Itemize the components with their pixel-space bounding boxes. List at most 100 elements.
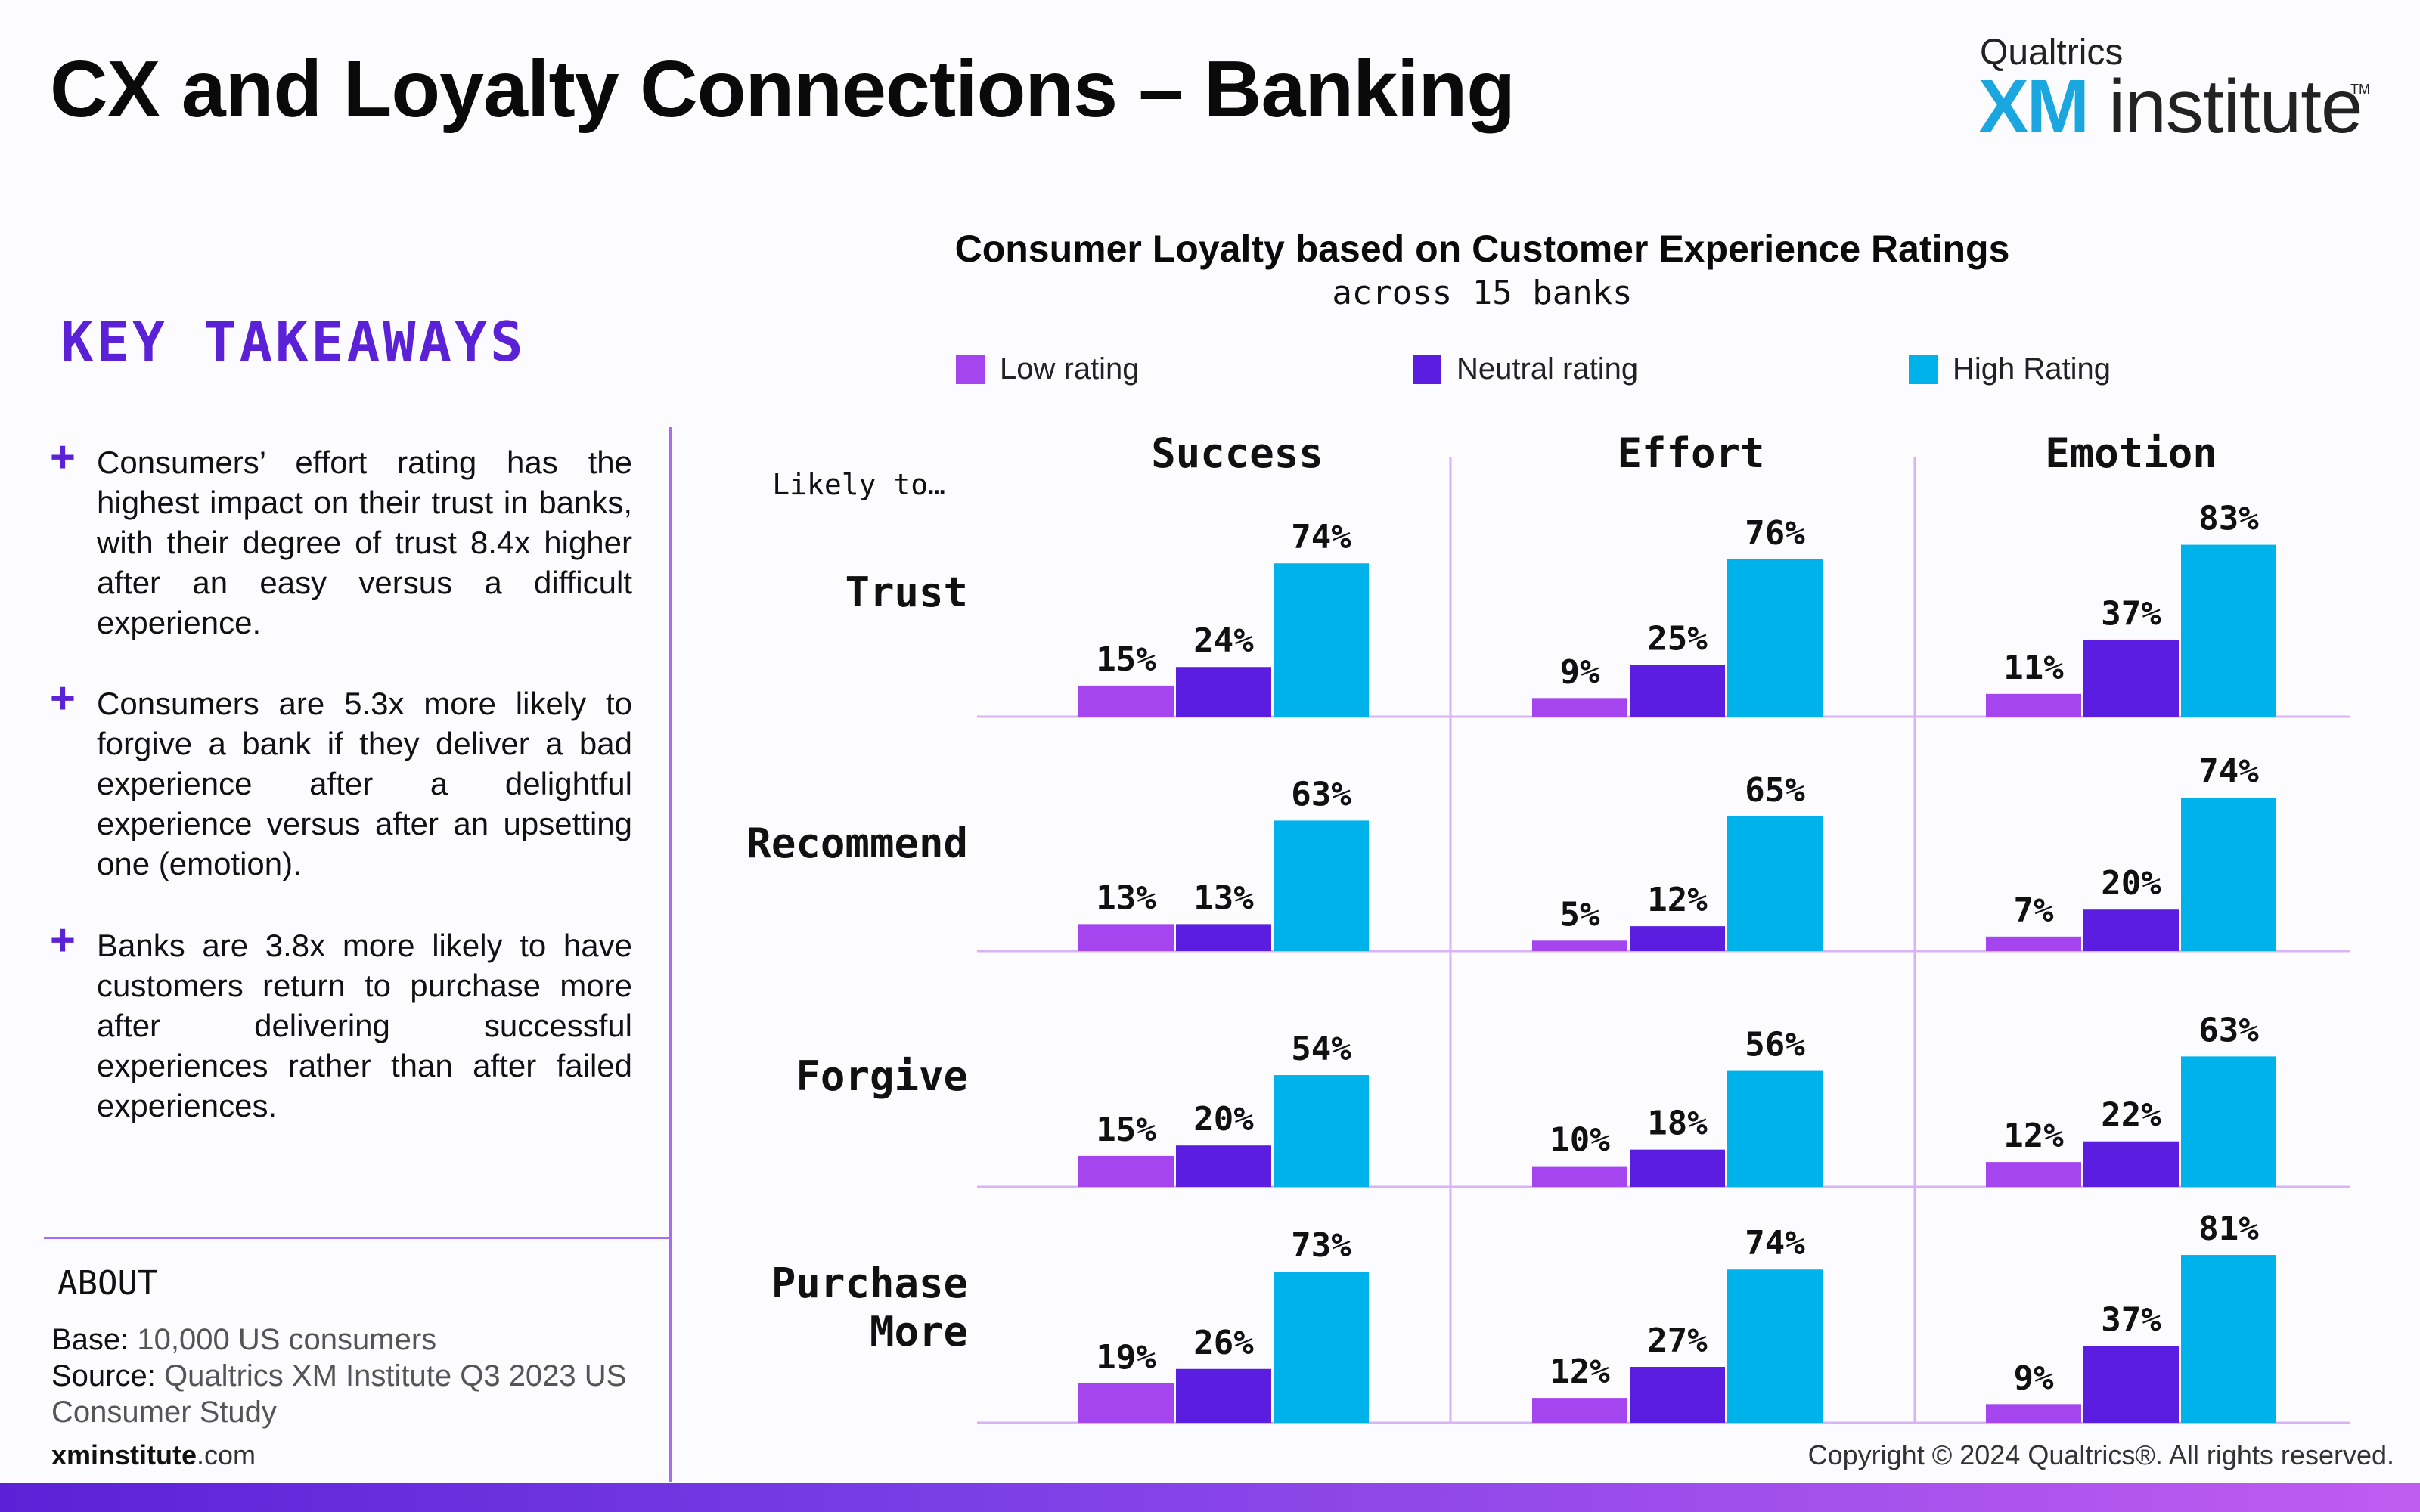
data-label-forgive-emotion-neutral-rating: 22% bbox=[2101, 1096, 2161, 1135]
bar-forgive-effort-low-rating bbox=[1532, 1166, 1627, 1187]
bar-purchase-more-effort-low-rating bbox=[1532, 1398, 1627, 1423]
data-label-forgive-effort-low-rating: 10% bbox=[1550, 1121, 1610, 1160]
about-heading: ABOUT bbox=[57, 1264, 158, 1303]
data-label-trust-success-neutral-rating: 24% bbox=[1193, 621, 1254, 660]
page-title: CX and Loyalty Connections – Banking bbox=[50, 45, 1516, 134]
logo-institute: institute bbox=[2108, 64, 2363, 149]
row-label-forgive: Forgive bbox=[796, 1052, 968, 1100]
site-link[interactable]: xminstitute.com bbox=[51, 1439, 256, 1471]
data-label-recommend-emotion-low-rating: 7% bbox=[2014, 891, 2054, 930]
data-label-forgive-success-high-rating: 54% bbox=[1291, 1030, 1351, 1068]
data-label-recommend-effort-neutral-rating: 12% bbox=[1647, 881, 1708, 919]
bar-purchase-more-effort-neutral-rating bbox=[1630, 1367, 1725, 1423]
bar-purchase-more-emotion-high-rating bbox=[2181, 1255, 2276, 1423]
bar-purchase-more-emotion-neutral-rating bbox=[2083, 1346, 2179, 1423]
takeaway-item: + Consumers’ effort rating has the highe… bbox=[50, 432, 632, 643]
data-label-trust-success-high-rating: 74% bbox=[1291, 518, 1351, 556]
data-label-purchase-more-effort-low-rating: 12% bbox=[1550, 1352, 1610, 1391]
data-label-trust-emotion-high-rating: 83% bbox=[2198, 500, 2259, 538]
logo-xm: XM bbox=[1978, 64, 2090, 149]
bar-trust-success-neutral-rating bbox=[1176, 667, 1271, 717]
data-label-purchase-more-emotion-high-rating: 81% bbox=[2198, 1210, 2259, 1248]
horizontal-divider bbox=[44, 1237, 670, 1239]
column-header-success: Success bbox=[1151, 429, 1323, 477]
bar-forgive-success-neutral-rating bbox=[1176, 1145, 1271, 1187]
data-label-purchase-more-effort-high-rating: 74% bbox=[1745, 1224, 1805, 1263]
data-label-purchase-more-success-neutral-rating: 26% bbox=[1193, 1324, 1254, 1362]
bar-trust-emotion-high-rating bbox=[2181, 544, 2276, 717]
chart-title: Consumer Loyalty based on Customer Exper… bbox=[954, 228, 2010, 270]
bar-forgive-emotion-high-rating bbox=[2181, 1056, 2276, 1187]
base-label: Base: bbox=[51, 1323, 129, 1356]
data-label-purchase-more-effort-neutral-rating: 27% bbox=[1647, 1321, 1708, 1360]
copyright: Copyright © 2024 Qualtrics®. All rights … bbox=[1807, 1439, 2394, 1470]
data-label-trust-emotion-low-rating: 11% bbox=[2003, 649, 2064, 687]
bar-trust-emotion-low-rating bbox=[1986, 693, 2081, 717]
bar-forgive-success-high-rating bbox=[1274, 1075, 1369, 1187]
data-label-recommend-emotion-neutral-rating: 20% bbox=[2101, 864, 2161, 903]
source-value: Qualtrics XM Institute Q3 2023 US Consum… bbox=[51, 1359, 627, 1429]
key-takeaways-heading: KEY TAKEAWAYS bbox=[60, 310, 526, 373]
vertical-divider bbox=[669, 427, 672, 1482]
legend-label-high: High Rating bbox=[1953, 352, 2111, 386]
legend-label-neutral: Neutral rating bbox=[1457, 352, 1639, 386]
data-label-recommend-effort-high-rating: 65% bbox=[1745, 771, 1805, 810]
xm-institute-logo: Qualtrics XM institute TM bbox=[1978, 29, 2372, 149]
logo-tm: TM bbox=[2350, 82, 2370, 97]
takeaway-text: Consumers’ effort rating has the highest… bbox=[97, 445, 632, 640]
base-value: 10,000 US consumers bbox=[137, 1323, 437, 1356]
data-label-forgive-emotion-low-rating: 12% bbox=[2003, 1117, 2064, 1155]
row-label-recommend: Recommend bbox=[746, 820, 968, 867]
column-header-effort: Effort bbox=[1617, 429, 1764, 477]
bar-trust-effort-neutral-rating bbox=[1630, 665, 1725, 717]
legend-swatch-neutral bbox=[1413, 355, 1441, 384]
legend-item-neutral: Neutral rating bbox=[1413, 352, 1638, 386]
bar-purchase-more-success-low-rating bbox=[1078, 1383, 1174, 1423]
bar-forgive-effort-high-rating bbox=[1727, 1070, 1823, 1187]
plus-icon: + bbox=[50, 432, 76, 482]
bar-forgive-effort-neutral-rating bbox=[1630, 1149, 1725, 1187]
data-label-trust-effort-high-rating: 76% bbox=[1745, 514, 1805, 553]
bar-recommend-effort-high-rating bbox=[1727, 816, 1823, 951]
legend-item-high: High Rating bbox=[1909, 352, 2111, 386]
bar-trust-success-low-rating bbox=[1078, 685, 1174, 717]
data-label-purchase-more-emotion-low-rating: 9% bbox=[2014, 1359, 2054, 1397]
chart-subtitle: across 15 banks bbox=[1332, 274, 1633, 312]
about-base: Base: 10,000 US consumers bbox=[51, 1321, 436, 1358]
bar-forgive-emotion-neutral-rating bbox=[2083, 1141, 2179, 1187]
bar-trust-success-high-rating bbox=[1274, 563, 1369, 717]
legend-item-low: Low rating bbox=[956, 352, 1140, 386]
bar-purchase-more-effort-high-rating bbox=[1727, 1269, 1823, 1423]
data-label-recommend-effort-low-rating: 5% bbox=[1560, 895, 1600, 934]
row-label-purchase-more: More bbox=[870, 1308, 968, 1356]
row-header: Likely to… bbox=[772, 468, 945, 501]
takeaway-item: + Banks are 3.8x more likely to have cus… bbox=[50, 916, 632, 1126]
column-header-emotion: Emotion bbox=[2045, 429, 2217, 477]
logo-brand: Qualtrics bbox=[1980, 33, 2124, 73]
data-label-purchase-more-success-low-rating: 19% bbox=[1096, 1338, 1156, 1377]
row-label-purchase-more: Purchase bbox=[771, 1259, 968, 1307]
data-label-forgive-success-low-rating: 15% bbox=[1096, 1111, 1156, 1149]
data-label-forgive-emotion-high-rating: 63% bbox=[2198, 1011, 2259, 1049]
data-label-recommend-success-high-rating: 63% bbox=[1291, 775, 1351, 813]
data-label-purchase-more-success-high-rating: 73% bbox=[1291, 1226, 1351, 1265]
data-label-trust-effort-low-rating: 9% bbox=[1560, 652, 1600, 691]
about-source: Source: Qualtrics XM Institute Q3 2023 U… bbox=[51, 1358, 641, 1430]
data-label-recommend-emotion-high-rating: 74% bbox=[2198, 752, 2259, 791]
data-label-recommend-success-low-rating: 13% bbox=[1096, 878, 1156, 917]
bar-trust-effort-high-rating bbox=[1727, 559, 1823, 717]
data-label-forgive-effort-high-rating: 56% bbox=[1745, 1026, 1805, 1064]
data-label-forgive-success-neutral-rating: 20% bbox=[1193, 1100, 1254, 1139]
legend-swatch-high bbox=[1909, 355, 1938, 384]
bar-forgive-success-low-rating bbox=[1078, 1155, 1174, 1187]
takeaway-item: + Consumers are 5.3x more likely to forg… bbox=[50, 674, 632, 884]
site-bold: xminstitute bbox=[51, 1439, 197, 1470]
plus-icon: + bbox=[50, 916, 76, 965]
data-label-trust-emotion-neutral-rating: 37% bbox=[2101, 595, 2161, 634]
bar-forgive-emotion-low-rating bbox=[1986, 1162, 2081, 1187]
bar-trust-effort-low-rating bbox=[1532, 698, 1627, 717]
data-label-trust-success-low-rating: 15% bbox=[1096, 640, 1156, 679]
legend-label-low: Low rating bbox=[1000, 352, 1140, 386]
data-label-recommend-success-neutral-rating: 13% bbox=[1193, 878, 1254, 917]
bar-recommend-emotion-neutral-rating bbox=[2083, 909, 2179, 951]
